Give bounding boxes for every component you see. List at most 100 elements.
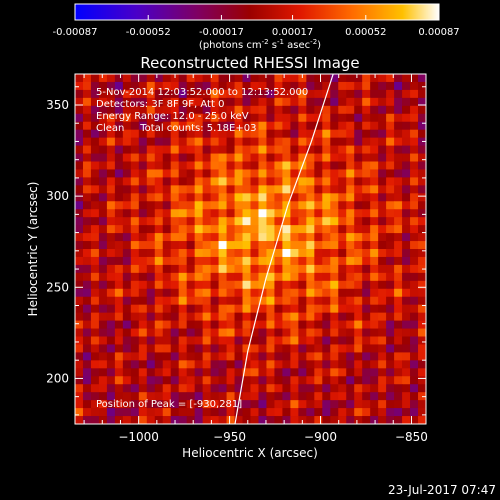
heatmap-cell <box>410 113 419 123</box>
heatmap-cell <box>378 209 387 218</box>
heatmap-cell <box>290 288 299 298</box>
heatmap-cell <box>362 249 371 258</box>
heatmap-cell <box>402 249 411 258</box>
heatmap-cell <box>170 368 180 377</box>
heatmap-cell <box>226 129 235 139</box>
heatmap-cell <box>146 272 156 282</box>
heatmap-cell <box>178 408 188 417</box>
heatmap-cell <box>75 249 84 258</box>
heatmap-cell <box>282 185 291 194</box>
heatmap-cell <box>322 328 331 337</box>
heatmap-cell <box>75 384 84 393</box>
heatmap-cell <box>274 225 283 234</box>
heatmap-cell <box>210 368 219 377</box>
heatmap-cell <box>114 169 124 178</box>
heatmap-cell <box>386 312 395 321</box>
heatmap-cell <box>194 264 204 274</box>
heatmap-cell <box>194 304 204 314</box>
heatmap-cell <box>130 344 140 353</box>
heatmap-cell <box>386 225 395 234</box>
heatmap-cell <box>130 225 140 234</box>
heatmap-cell <box>82 193 92 202</box>
heatmap-cell <box>186 312 196 321</box>
heatmap-cell <box>250 185 259 194</box>
heatmap-cell <box>370 312 379 321</box>
heatmap-cell <box>298 201 307 210</box>
heatmap-cell <box>226 264 235 274</box>
heatmap-cell <box>130 81 140 91</box>
heatmap-cell <box>370 177 379 186</box>
heatmap-cell <box>386 129 395 139</box>
heatmap-cell <box>170 328 180 337</box>
heatmap-cell <box>322 249 331 258</box>
heatmap-cell <box>346 153 355 162</box>
heatmap-cell <box>266 408 275 417</box>
heatmap-cell <box>218 74 227 83</box>
heatmap-cell <box>290 376 299 385</box>
heatmap-cell <box>218 129 227 139</box>
heatmap-cell <box>146 153 156 162</box>
heatmap-cell <box>194 74 204 83</box>
heatmap-cell <box>378 288 387 298</box>
heatmap-cell <box>106 264 116 274</box>
heatmap-cell <box>90 153 100 162</box>
heatmap-cell <box>138 81 148 91</box>
heatmap-cell <box>106 368 116 377</box>
heatmap-cell <box>138 264 148 274</box>
heatmap-cell <box>418 225 426 234</box>
heatmap-cell <box>338 376 347 385</box>
heatmap-cell <box>330 137 339 146</box>
heatmap-cell <box>154 97 164 107</box>
heatmap-cell <box>282 233 291 242</box>
heatmap-cell <box>354 209 363 218</box>
heatmap-cell <box>122 400 132 409</box>
heatmap-cell <box>258 352 267 361</box>
heatmap-cell <box>202 241 212 250</box>
heatmap-cell <box>210 121 219 131</box>
heatmap-cell <box>122 153 132 162</box>
heatmap-cell <box>354 97 363 107</box>
heatmap-cell <box>386 185 395 194</box>
heatmap-cell <box>402 304 411 314</box>
heatmap-cell <box>98 161 108 170</box>
heatmap-cell <box>154 89 164 99</box>
heatmap-cell <box>258 296 267 306</box>
heatmap-cell <box>82 360 92 369</box>
heatmap-cell <box>154 256 164 266</box>
heatmap-cell <box>194 193 204 202</box>
heatmap-cell <box>178 89 188 99</box>
heatmap-cell <box>266 368 275 377</box>
heatmap-cell <box>354 121 363 131</box>
heatmap-cell <box>378 376 387 385</box>
heatmap-cell <box>338 129 347 139</box>
heatmap-cell <box>274 217 283 226</box>
heatmap-cell <box>194 225 204 234</box>
heatmap-cell <box>362 177 371 186</box>
heatmap-cell <box>418 272 426 282</box>
heatmap-cell <box>194 113 204 123</box>
heatmap-cell <box>186 288 196 298</box>
heatmap-cell <box>258 74 267 83</box>
heatmap-cell <box>258 376 267 385</box>
heatmap-cell <box>266 280 275 290</box>
heatmap-cell <box>186 336 196 345</box>
heatmap-cell <box>226 193 235 202</box>
heatmap-cell <box>242 201 251 210</box>
heatmap-cell <box>98 352 108 361</box>
heatmap-cell <box>418 368 426 377</box>
heatmap-cell <box>106 416 116 424</box>
heatmap-cell <box>82 137 92 146</box>
heatmap-cell <box>194 320 204 329</box>
heatmap-cell <box>162 105 172 115</box>
heatmap-cell <box>234 368 243 377</box>
heatmap-cell <box>362 185 371 194</box>
heatmap-cell <box>138 360 148 369</box>
heatmap-cell <box>194 256 204 266</box>
heatmap-cell <box>354 89 363 99</box>
heatmap-cell <box>338 97 347 107</box>
heatmap-cell <box>322 137 331 146</box>
heatmap-cell <box>338 74 347 83</box>
heatmap-cell <box>338 304 347 314</box>
heatmap-cell <box>306 129 315 139</box>
heatmap-cell <box>378 272 387 282</box>
